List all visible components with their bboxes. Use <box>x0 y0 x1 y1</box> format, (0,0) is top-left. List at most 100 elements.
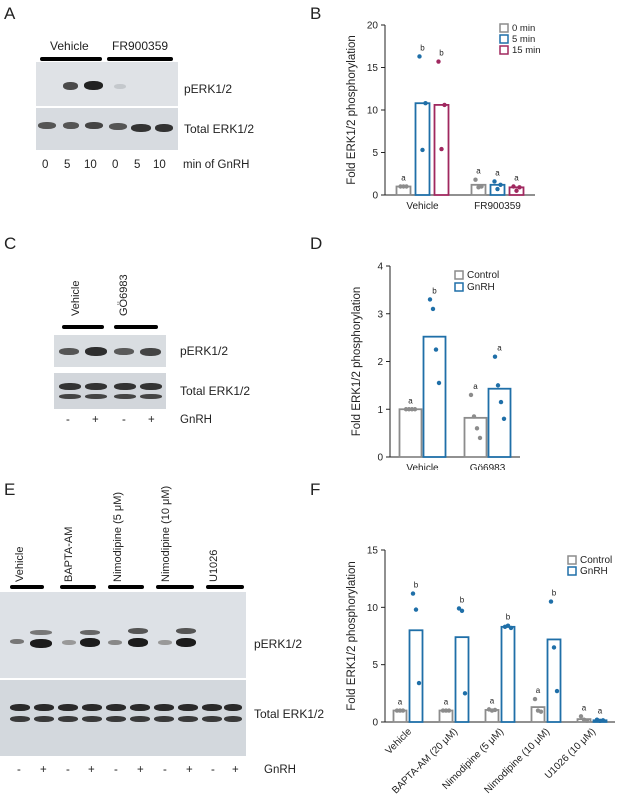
group-label-nimodipine-10: Nimodipine (10 μM) <box>160 485 172 582</box>
lane-label: - <box>122 414 126 426</box>
bar <box>414 102 431 196</box>
lane-label: - <box>211 764 215 776</box>
significance-letter: a <box>536 686 541 695</box>
significance-letter: a <box>398 698 403 707</box>
panel-letter-c: C <box>4 234 17 253</box>
legend-label: Control <box>467 270 499 281</box>
data-point <box>412 407 418 412</box>
data-point <box>468 392 474 398</box>
data-point <box>551 645 557 650</box>
data-point <box>462 691 468 696</box>
row-label-total-ERK: Total ERK1/2 <box>254 707 325 721</box>
significance-letter: b <box>439 49 444 58</box>
row-label-pERK: pERK1/2 <box>184 82 233 96</box>
lane-caption: GnRH <box>180 414 212 426</box>
lane-label: + <box>92 414 99 426</box>
significance-letter: a <box>473 382 478 391</box>
chart-f-fold-erk: 0 5 10 15 Fold ERK1/2 phosphorylation a b Vehic… <box>346 546 615 796</box>
lane-label: - <box>17 764 21 776</box>
group-label-nimodipine-5: Nimodipine (5 μM) <box>112 491 124 582</box>
lane-label: 0 <box>112 159 119 171</box>
data-point <box>420 147 425 153</box>
data-point <box>511 184 516 189</box>
x-tick-label: Vehicle <box>384 726 415 757</box>
bar <box>546 638 562 723</box>
y-tick-label: 0 <box>377 453 383 464</box>
legend-label: 5 min <box>512 34 535 45</box>
data-point <box>456 606 462 611</box>
data-point <box>492 707 498 713</box>
significance-letter: b <box>460 595 465 604</box>
data-point <box>430 306 436 312</box>
y-tick-label: 15 <box>367 546 379 557</box>
x-tick-label: FR900359 <box>474 201 521 212</box>
blot-pERK <box>54 335 166 367</box>
group-label-bapta: BAPTA-AM <box>63 526 75 582</box>
bar <box>487 387 512 458</box>
lane-caption: GnRH <box>264 764 296 776</box>
blot-total-ERK <box>0 680 246 756</box>
chart-b-fold-erk: 0 5 10 15 20 Fold ERK1/2 phosphorylation a b b Ve… <box>346 21 541 213</box>
lane-label: + <box>186 764 193 776</box>
y-axis-label: Fold ERK1/2 phosphorylation <box>346 35 358 185</box>
significance-letter: a <box>444 698 449 707</box>
bar <box>489 183 506 196</box>
group-label-vehicle: Vehicle <box>14 546 26 582</box>
data-point <box>498 399 504 405</box>
y-tick-label: 0 <box>372 191 378 202</box>
data-point <box>584 718 590 724</box>
data-point <box>410 591 416 596</box>
group-bar <box>206 585 244 589</box>
lane-label: + <box>137 764 144 776</box>
legend-swatch <box>499 45 509 55</box>
lane-label: - <box>66 764 70 776</box>
significance-letter: a <box>514 174 519 183</box>
group-label-vehicle: Vehicle <box>50 39 89 53</box>
group-bar-go6983 <box>114 325 158 329</box>
panel-letter-f: F <box>310 480 321 499</box>
data-point <box>439 146 444 152</box>
legend-label: GnRH <box>580 566 608 577</box>
blot-pERK <box>36 62 178 106</box>
y-tick-label: 5 <box>372 660 378 671</box>
data-point <box>416 680 422 686</box>
bar <box>470 183 487 196</box>
data-point <box>495 383 501 388</box>
y-tick-label: 20 <box>367 21 379 32</box>
data-point <box>514 188 519 193</box>
group-label-vehicle: Vehicle <box>70 280 82 316</box>
group-bar <box>60 585 96 589</box>
lane-label: + <box>40 764 47 776</box>
data-point <box>459 608 465 613</box>
data-point <box>554 688 560 694</box>
panel-letter-e: E <box>4 480 16 499</box>
lane-label: + <box>88 764 95 776</box>
x-tick-label: Vehicle <box>406 201 439 212</box>
data-point <box>413 607 419 612</box>
significance-letter: b <box>414 581 419 590</box>
legend-swatch <box>567 555 577 565</box>
data-point <box>492 354 498 359</box>
data-point <box>501 416 507 421</box>
panel-letter-a: A <box>4 4 16 23</box>
data-point <box>442 102 447 108</box>
data-point <box>404 184 409 189</box>
lane-label: + <box>232 764 239 776</box>
legend-swatch <box>499 23 509 33</box>
lane-label: 10 <box>84 159 97 171</box>
row-label-total-ERK: Total ERK1/2 <box>184 122 255 136</box>
data-point <box>474 426 480 431</box>
bar <box>408 629 424 723</box>
data-point <box>423 101 428 106</box>
lane-label: - <box>163 764 167 776</box>
bar <box>422 335 447 458</box>
y-tick-label: 0 <box>372 718 378 729</box>
lane-label: 5 <box>64 159 71 171</box>
x-tick-label: Vehicle <box>406 463 439 470</box>
lane-label: - <box>114 764 118 776</box>
group-label-go6983: GÖ6983 <box>118 274 130 316</box>
y-tick-label: 3 <box>377 309 383 320</box>
significance-letter: a <box>476 167 481 176</box>
bar <box>454 636 470 723</box>
data-point <box>471 414 477 419</box>
